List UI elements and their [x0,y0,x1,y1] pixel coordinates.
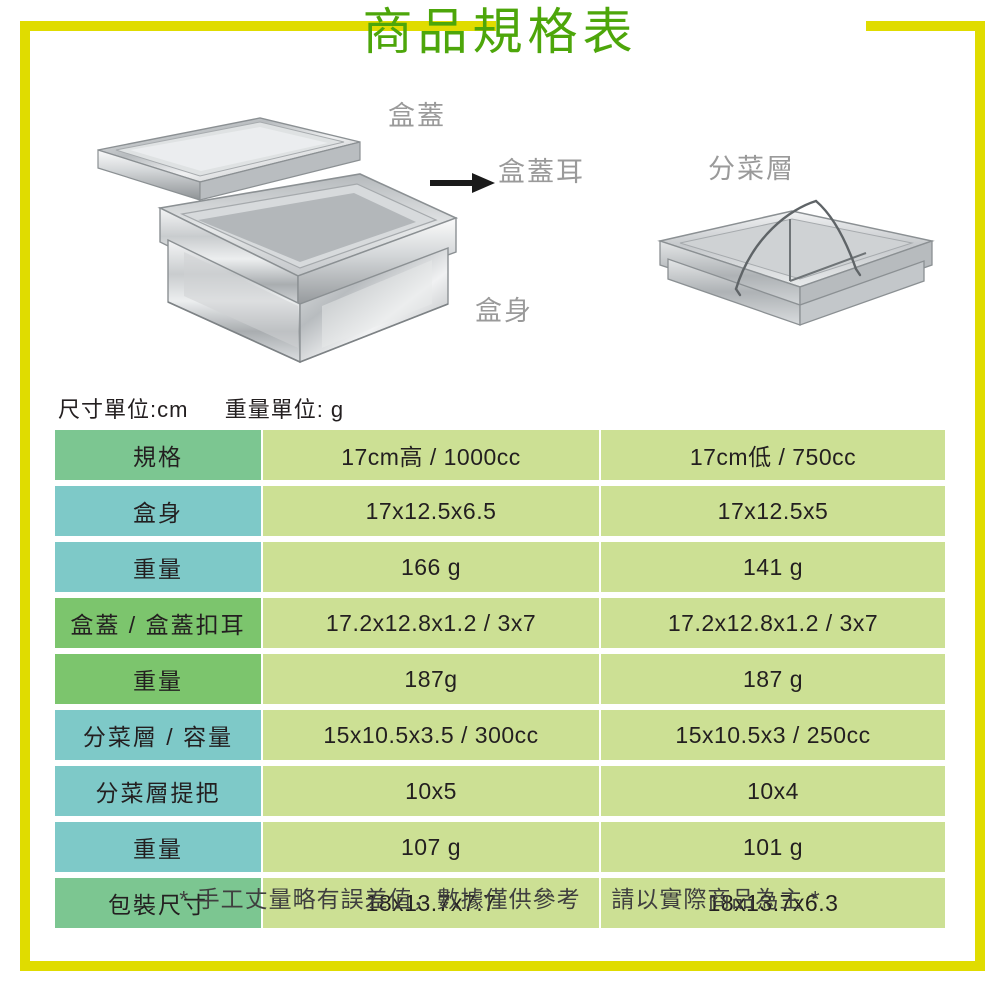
callout-label-box-body: 盒身 [475,296,533,326]
row-value-col2: 17.2x12.8x1.2 / 3x7 [601,598,945,648]
row-label: 重量 [55,654,261,704]
row-value-col1: 187g [263,654,599,704]
row-value-col2: 17x12.5x5 [601,486,945,536]
frame-top-left-segment [20,21,496,31]
row-value-col2: 141 g [601,542,945,592]
row-label: 盒蓋 / 盒蓋扣耳 [55,598,261,648]
table-row: 包裝尺寸 18x13.7x7.7 18x13.7x6.3 [55,878,945,928]
table-row: 規格 17cm高 / 1000cc 17cm低 / 750cc [55,430,945,480]
frame-left-segment [20,21,30,971]
row-label: 重量 [55,542,261,592]
product-illustration: 盒蓋 盒蓋耳 分菜層 盒身 [30,80,970,380]
table-row: 分菜層提把 10x5 10x4 [55,766,945,816]
spec-table: 規格 17cm高 / 1000cc 17cm低 / 750cc 盒身 17x12.5x6… [55,430,945,934]
row-value-col1: 15x10.5x3.5 / 300cc [263,710,599,760]
row-value-col1: 107 g [263,822,599,872]
footnote: * 手工丈量略有誤差值，數據僅供參考 請以實際商品為主 * [0,884,1000,914]
table-row: 重量 107 g 101 g [55,822,945,872]
row-label: 規格 [55,430,261,480]
table-row: 重量 166 g 141 g [55,542,945,592]
table-row: 盒身 17x12.5x6.5 17x12.5x5 [55,486,945,536]
footnote-part-1: * 手工丈量略有誤差值，數據僅供參考 [179,886,581,912]
frame-top-right-segment [866,21,985,31]
row-value-col2: 18x13.7x6.3 [601,878,945,928]
row-value-col2: 15x10.5x3 / 250cc [601,710,945,760]
units-note: 尺寸單位:cm 重量單位: g [58,396,344,424]
divider-tray-illustration [640,195,950,345]
row-value-col2: 10x4 [601,766,945,816]
callout-label-lid-ear: 盒蓋耳 [498,157,585,187]
units-size-note: 尺寸單位:cm [58,397,189,422]
callout-label-lid: 盒蓋 [388,101,446,131]
lunchbox-illustration [60,90,480,370]
frame-right-segment [975,21,985,971]
units-weight-note: 重量單位: g [224,397,345,422]
table-row: 重量 187g 187 g [55,654,945,704]
table-row: 分菜層 / 容量 15x10.5x3.5 / 300cc 15x10.5x3 / 2… [55,710,945,760]
row-value-col2: 17cm低 / 750cc [601,430,945,480]
divider-tray-svg [657,199,935,326]
frame-bottom-segment [20,961,985,971]
row-value-col2: 187 g [601,654,945,704]
row-value-col1: 10x5 [263,766,599,816]
lunchbox-svg [97,117,459,364]
callout-label-divider-tray: 分菜層 [708,154,795,184]
row-value-col1: 18x13.7x7.7 [263,878,599,928]
arrow-right-icon [430,173,495,193]
row-value-col2: 101 g [601,822,945,872]
row-value-col1: 17cm高 / 1000cc [263,430,599,480]
page-title: 商品規格表 [362,4,638,60]
row-value-col1: 17x12.5x6.5 [263,486,599,536]
footnote-part-2: 請以實際商品為主 * [611,886,821,912]
row-value-col1: 17.2x12.8x1.2 / 3x7 [263,598,599,648]
row-label: 分菜層 / 容量 [55,710,261,760]
row-value-col1: 166 g [263,542,599,592]
row-label: 包裝尺寸 [55,878,261,928]
table-row: 盒蓋 / 盒蓋扣耳 17.2x12.8x1.2 / 3x7 17.2x12.8x1.… [55,598,945,648]
row-label: 盒身 [55,486,261,536]
row-label: 重量 [55,822,261,872]
row-label: 分菜層提把 [55,766,261,816]
